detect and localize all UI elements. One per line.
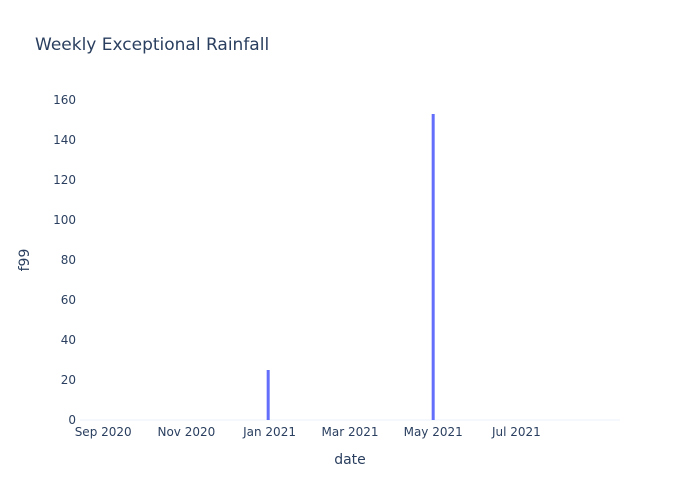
y-tick-label: 140: [53, 133, 76, 147]
y-axis-title: f99: [17, 249, 33, 272]
y-tick-label: 20: [61, 373, 76, 387]
bars: [266, 114, 435, 420]
y-tick-label: 40: [61, 333, 76, 347]
y-tick-label: 120: [53, 173, 76, 187]
x-tick-label: Jan 2021: [242, 425, 296, 439]
y-tick-label: 100: [53, 213, 76, 227]
chart-title: Weekly Exceptional Rainfall: [35, 35, 269, 55]
y-tick-label: 0: [68, 413, 76, 427]
x-tick-label: Nov 2020: [157, 425, 215, 439]
y-tick-label: 80: [61, 253, 76, 267]
x-axis-ticks: Sep 2020 Nov 2020 Jan 2021 Mar 2021 May 2021…: [75, 425, 541, 439]
x-tick-label: Sep 2020: [75, 425, 132, 439]
y-axis-ticks: 0 20 40 60 80 100 120 140 160: [53, 93, 76, 427]
x-axis-title: date: [334, 452, 366, 468]
y-tick-label: 160: [53, 93, 76, 107]
bar[interactable]: [266, 370, 270, 420]
bar[interactable]: [431, 114, 435, 420]
y-tick-label: 60: [61, 293, 76, 307]
x-tick-label: Jul 2021: [491, 425, 541, 439]
x-tick-label: Mar 2021: [322, 425, 379, 439]
x-tick-label: May 2021: [404, 425, 463, 439]
